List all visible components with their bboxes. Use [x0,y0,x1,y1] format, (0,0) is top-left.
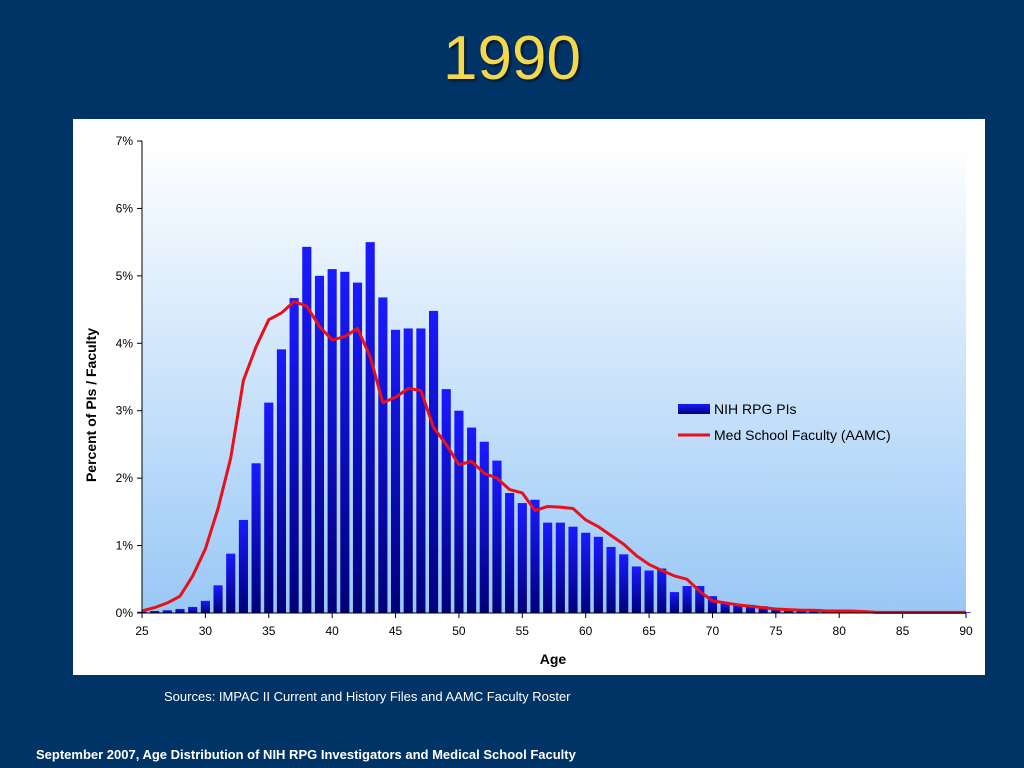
bar [289,298,299,613]
bar [733,604,743,613]
x-tick-label: 45 [389,624,403,638]
x-axis-label: Age [540,651,567,667]
x-tick-label: 40 [325,624,339,638]
bar [340,271,350,613]
bar [543,522,553,613]
bar [264,402,274,613]
x-tick-label: 90 [959,624,973,638]
y-tick-label: 1% [116,539,134,553]
bar [771,608,781,613]
legend-label-med-school-faculty: Med School Faculty (AAMC) [714,427,891,443]
x-tick-label: 65 [642,624,656,638]
sources-note: Sources: IMPAC II Current and History Fi… [164,689,571,704]
x-tick-label: 85 [896,624,910,638]
bar [631,566,641,613]
age-distribution-chart: 0% 1% 2% 3% 4% 5% 6% 7% 25 30 35 40 45 50 55 60 65 70 75 80… [83,134,973,667]
bar [226,553,236,613]
bar [213,585,223,613]
bar [581,532,591,613]
bar [555,522,565,613]
y-tick-label: 2% [116,471,134,485]
slide-title: 1990 [443,24,581,93]
series-line-med-school-faculty [141,299,966,614]
bar [809,610,819,613]
bar [365,242,375,613]
bar [593,536,603,613]
bar [479,441,489,613]
legend-swatch-nih-rpg-pis [678,404,710,414]
bar [758,606,768,613]
y-tick-label: 6% [116,201,134,215]
bar [682,586,692,613]
legend-label-nih-rpg-pis: NIH RPG PIs [714,401,796,417]
chart-panel: 0% 1% 2% 3% 4% 5% 6% 7% 25 30 35 40 45 50 55 60 65 70 75 80… [73,119,985,675]
bar [403,328,413,613]
bar [162,610,172,613]
x-tick-label: 55 [516,624,530,638]
bar [276,349,287,613]
bar [657,568,667,613]
bar [745,604,756,613]
bar [530,499,540,613]
y-tick-label: 0% [116,606,134,620]
bar [429,310,439,613]
bar [150,610,160,613]
bar [783,609,794,613]
bar [390,329,401,613]
x-tick-label: 75 [769,624,783,638]
bar [175,608,185,613]
x-tick-label: 70 [706,624,720,638]
bar [378,297,388,613]
bar [606,546,616,613]
bar [695,586,705,613]
bar [669,592,679,613]
bar [441,389,451,613]
slide-footer: September 2007, Age Distribution of NIH … [36,747,576,762]
bar [251,463,261,613]
x-tick-label: 80 [833,624,847,638]
bar [505,492,515,613]
bar [517,503,527,613]
y-tick-label: 7% [116,134,134,148]
bar [454,410,464,613]
bar [416,328,426,613]
x-tick-label: 60 [579,624,593,638]
bar [238,519,248,613]
y-tick-label: 5% [116,269,134,283]
bar [467,427,477,613]
y-tick-label: 3% [116,404,134,418]
bar [644,570,654,613]
bar [720,602,730,613]
bar [200,600,210,613]
bar [327,269,337,613]
x-tick-label: 35 [262,624,276,638]
bar [492,460,502,613]
bar [302,246,312,613]
bar [314,275,325,613]
bar [707,596,718,613]
x-tick-label: 50 [452,624,466,638]
x-tick-label: 30 [199,624,213,638]
bar [619,554,629,613]
y-axis-label: Percent of PIs / Faculty [83,328,99,482]
bar [568,526,578,613]
y-tick-label: 4% [116,336,134,350]
x-tick-label: 25 [135,624,149,638]
bar [188,606,198,613]
bar [352,282,363,613]
chart-legend: NIH RPG PIs Med School Faculty (AAMC) [678,401,891,443]
